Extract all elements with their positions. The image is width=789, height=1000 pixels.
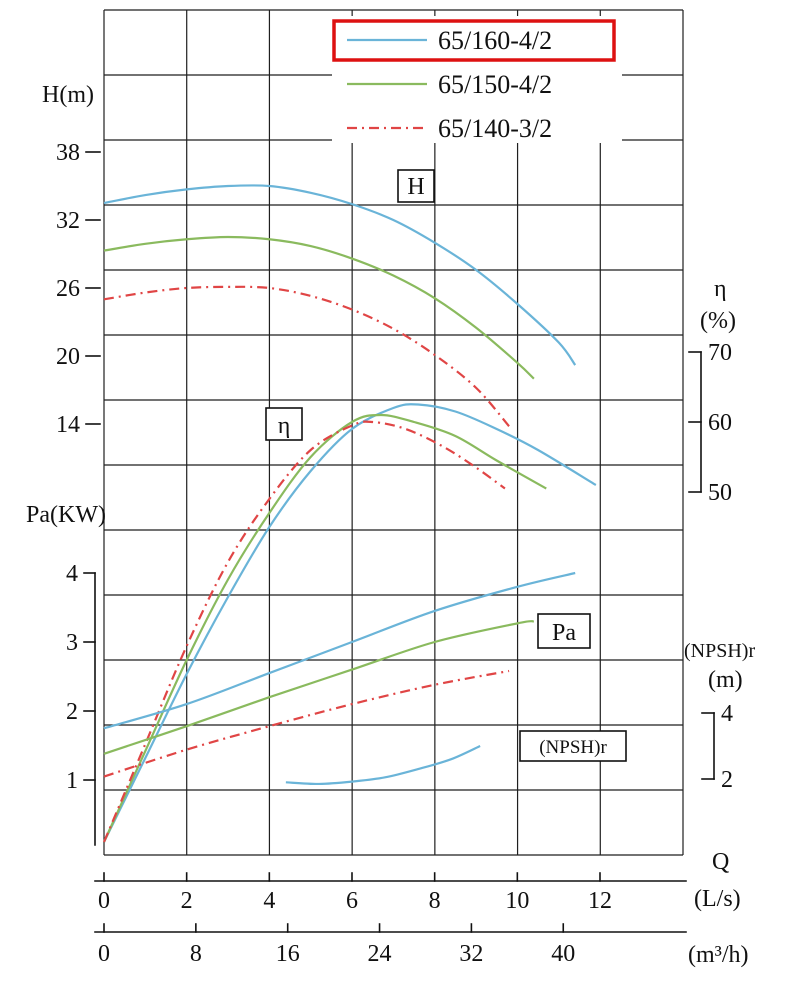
curve-label-text: (NPSH)r (539, 737, 607, 758)
axis-title-power: Pa(KW) (26, 502, 106, 528)
legend-background (332, 16, 622, 143)
tick-label: 0 (98, 888, 110, 914)
curve-label-text: Pa (552, 620, 576, 646)
curve-label-head: H (397, 169, 435, 203)
tick-label: 10 (505, 888, 529, 914)
tick-label: 1 (66, 768, 78, 794)
axis-unit-flow-m3h: (m³/h) (688, 942, 749, 968)
legend-label: 65/150-4/2 (438, 70, 552, 99)
curves (102, 184, 597, 843)
legend: 65/160-4/2 65/150-4/2 65/140-3/2 (332, 16, 622, 143)
curve-label-text: η (278, 413, 291, 439)
label-box (519, 730, 627, 762)
label-box (537, 613, 591, 649)
curve-head (103, 235, 535, 380)
tick-label: 8 (190, 941, 202, 967)
tick-label: 70 (708, 340, 732, 366)
curve-head (103, 184, 577, 366)
axis-title-npshr: (NPSH)r (684, 640, 755, 662)
tick-label: 26 (56, 276, 80, 302)
tick-label: 24 (368, 941, 392, 967)
tick-label: 12 (588, 888, 612, 914)
tick-label: 6 (346, 888, 358, 914)
curve-label-efficiency: η (265, 407, 303, 441)
label-box (397, 169, 435, 203)
tick-label: 14 (56, 412, 80, 438)
curve-power (103, 571, 576, 730)
curve-power (103, 620, 535, 755)
axis-unit-efficiency: (%) (700, 308, 736, 334)
curve-efficiency (103, 403, 597, 843)
legend-item: 65/140-3/2 (347, 114, 552, 143)
axis-unit-npshr: (m) (708, 667, 743, 693)
legend-highlight-box (332, 19, 616, 62)
curve-label-power: Pa (537, 613, 591, 649)
tick-label: 20 (56, 344, 80, 370)
label-box (265, 407, 303, 441)
curve-efficiency (102, 413, 547, 843)
tick-label: 2 (721, 767, 733, 793)
tick-label: 38 (56, 140, 80, 166)
tick-label: 16 (276, 941, 300, 967)
tick-label: 3 (66, 630, 78, 656)
legend-item: 65/160-4/2 (347, 26, 552, 55)
curve-label-text: H (407, 174, 424, 200)
tick-label: 2 (181, 888, 193, 914)
axis-title-head: H(m) (42, 82, 94, 108)
tick-label: 60 (708, 410, 732, 436)
curve-head (103, 285, 510, 427)
tick-label: 4 (721, 701, 733, 727)
axis-title-efficiency: η (714, 276, 727, 302)
curve-npshr (285, 744, 481, 786)
tick-label: 40 (551, 941, 575, 967)
curve-efficiency (102, 420, 506, 843)
curve-label-npshr: (NPSH)r (519, 730, 627, 762)
axis-title-flow: Q (712, 849, 729, 875)
tick-label: 32 (459, 941, 483, 967)
tick-label: 32 (56, 208, 80, 234)
tick-label: 0 (98, 941, 110, 967)
tick-label: 4 (66, 561, 78, 587)
legend-item: 65/150-4/2 (347, 70, 552, 99)
tick-label: 2 (66, 699, 78, 725)
tick-label: 8 (429, 888, 441, 914)
curve-power (103, 669, 510, 778)
tick-label: 50 (708, 480, 732, 506)
grid (103, 9, 684, 856)
legend-label: 65/140-3/2 (438, 114, 552, 143)
axis-unit-flow-ls: (L/s) (694, 886, 741, 912)
legend-label: 65/160-4/2 (438, 26, 552, 55)
tick-label: 4 (263, 888, 275, 914)
